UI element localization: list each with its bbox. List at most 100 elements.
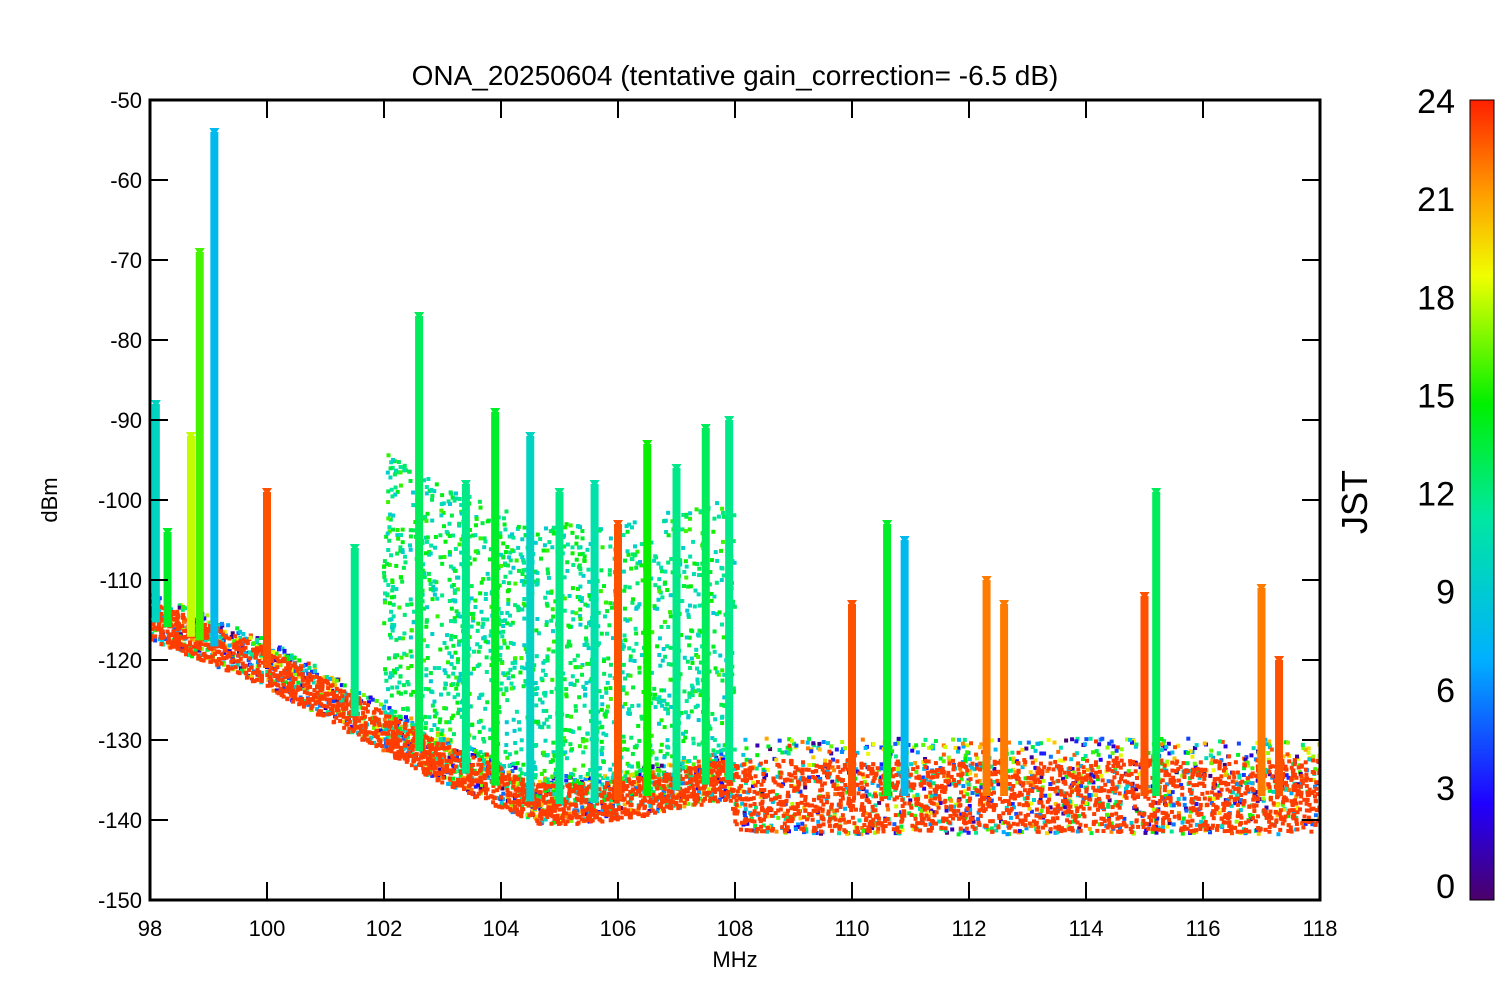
scatter-point (1183, 806, 1188, 811)
scatter-point (1020, 783, 1025, 788)
scatter-point (469, 596, 474, 601)
scatter-point (392, 594, 397, 599)
scatter-point (607, 572, 612, 577)
scatter-point (965, 743, 970, 748)
scatter-point (534, 793, 539, 798)
scatter-point (621, 533, 626, 538)
scatter-point (1162, 767, 1167, 772)
scatter-point (637, 665, 642, 670)
scatter-point (445, 737, 450, 742)
scatter-point (1001, 830, 1006, 835)
scatter-point (629, 764, 634, 769)
scatter-point (390, 465, 395, 470)
scatter-point (990, 738, 995, 743)
scatter-point (631, 772, 636, 777)
scatter-point (451, 582, 456, 587)
scatter-point (409, 763, 414, 768)
scatter-point (807, 803, 812, 808)
scatter-point (538, 806, 543, 811)
scatter-point (1138, 765, 1143, 770)
scatter-point (1051, 780, 1056, 785)
scatter-point (423, 686, 428, 691)
scatter-point (1008, 756, 1013, 761)
scatter-point (399, 751, 404, 756)
scatter-point (629, 735, 634, 740)
scatter-point (1242, 762, 1247, 767)
scatter-point (186, 653, 191, 658)
scatter-point (479, 580, 484, 585)
scatter-point (481, 636, 486, 641)
scatter-point (1082, 742, 1087, 747)
scatter-point (582, 558, 587, 563)
scatter-point (954, 813, 959, 818)
scatter-point (383, 578, 388, 583)
scatter-point (811, 763, 816, 768)
scatter-point (609, 605, 614, 610)
scatter-point (388, 671, 393, 676)
scatter-point (432, 545, 437, 550)
scatter-point (389, 693, 394, 698)
scatter-point (218, 634, 223, 639)
scatter-point (346, 692, 351, 697)
scatter-point (503, 550, 508, 555)
scatter-point (159, 642, 164, 647)
scatter-point (411, 620, 416, 625)
scatter-point (596, 610, 601, 615)
scatter-point (895, 783, 900, 788)
scatter-point (535, 578, 540, 583)
scatter-point (683, 559, 688, 564)
scatter-point (829, 802, 834, 807)
scatter-point (658, 699, 663, 704)
scatter-point (1022, 762, 1027, 767)
scatter-point (693, 588, 698, 593)
scatter-point (627, 763, 632, 768)
scatter-point (814, 831, 819, 836)
scatter-point (443, 671, 448, 676)
scatter-point (828, 814, 833, 819)
scatter-point (894, 804, 899, 809)
scatter-point (688, 584, 693, 589)
scatter-point (275, 656, 280, 661)
scatter-point (578, 774, 583, 779)
scatter-point (839, 749, 844, 754)
scatter-point (564, 778, 569, 783)
scatter-point (451, 643, 456, 648)
scatter-point (479, 783, 484, 788)
scatter-point (514, 558, 519, 563)
scatter-point (1171, 822, 1176, 827)
scatter-point (205, 647, 210, 652)
scatter-point (959, 812, 964, 817)
scatter-point (388, 675, 393, 680)
scatter-point (832, 768, 837, 773)
scatter-point (604, 690, 609, 695)
scatter-point (1286, 775, 1291, 780)
scatter-point (433, 741, 438, 746)
scatter-point (502, 641, 507, 646)
scatter-point (1283, 814, 1288, 819)
scatter-point (448, 727, 453, 732)
scatter-point (1236, 741, 1241, 746)
scatter-point (622, 802, 627, 807)
scatter-point (582, 642, 587, 647)
scatter-point (1261, 798, 1266, 803)
scatter-point (449, 662, 454, 667)
scatter-point (681, 755, 686, 760)
scatter-point (478, 591, 483, 596)
scatter-point (1129, 820, 1134, 825)
scatter-point (720, 566, 725, 571)
scatter-point (182, 619, 187, 624)
scatter-point (965, 772, 970, 777)
scatter-point (532, 795, 537, 800)
scatter-point (1264, 815, 1269, 820)
scatter-point (681, 545, 686, 550)
scatter-point (721, 747, 726, 752)
scatter-point (456, 611, 461, 616)
scatter-point (335, 698, 340, 703)
scatter-point (505, 645, 510, 650)
scatter-point (693, 705, 698, 710)
scatter-point (1137, 772, 1142, 777)
scatter-point (1114, 786, 1119, 791)
scatter-point (430, 703, 435, 708)
scatter-point (631, 685, 636, 690)
scatter-point (441, 764, 446, 769)
